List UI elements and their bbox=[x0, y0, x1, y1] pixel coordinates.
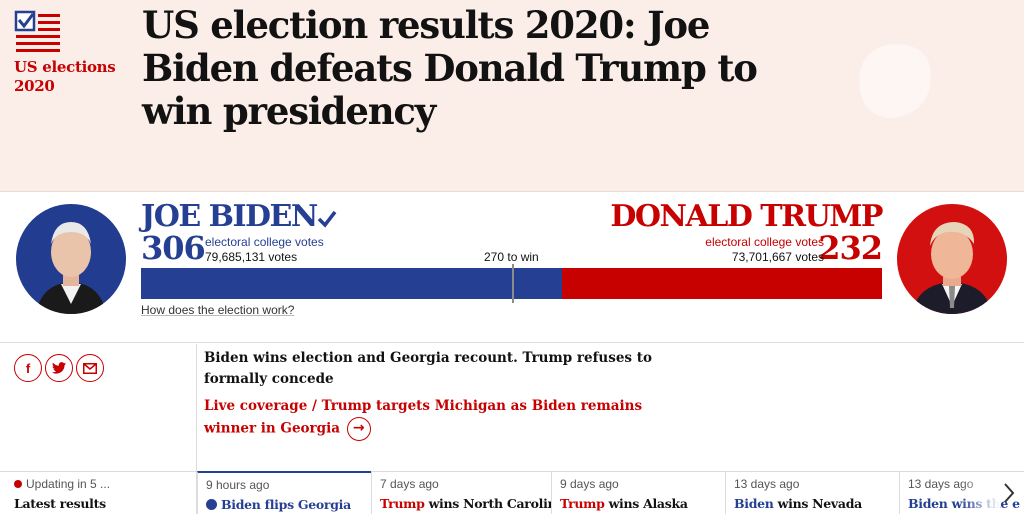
ticker-item-rest: wins Alaska bbox=[604, 496, 688, 511]
flip-dot-icon bbox=[206, 499, 217, 510]
ticker-status: Updating in 5 ... bbox=[14, 477, 197, 492]
biden-electoral-label: electoral college votes bbox=[205, 235, 324, 249]
ticker-label: Latest results bbox=[14, 496, 106, 511]
biden-name: JOE BIDEN bbox=[141, 200, 337, 234]
ticker-item[interactable]: 9 hours ago Biden flips Georgia bbox=[197, 471, 371, 514]
biden-name-text: JOE BIDEN bbox=[141, 199, 318, 234]
ticker-status-text: Updating in 5 ... bbox=[26, 477, 111, 491]
twitter-bird-icon bbox=[52, 362, 66, 374]
kicker-line-2: 2020 bbox=[14, 77, 55, 95]
column-divider bbox=[196, 344, 197, 514]
ticker-latest[interactable]: Updating in 5 ... Latest results bbox=[0, 472, 197, 514]
ticker-item-time: 9 hours ago bbox=[206, 478, 270, 492]
live-dot-icon bbox=[14, 480, 22, 488]
trump-name: DONALD TRUMP bbox=[610, 199, 883, 234]
ticker-item-title: Trump wins Alaska bbox=[560, 496, 725, 512]
biden-bar-segment bbox=[141, 268, 563, 299]
ticker-next-button[interactable] bbox=[1000, 478, 1018, 508]
facebook-icon: f bbox=[25, 360, 31, 376]
ticker-item[interactable]: 13 days ago Biden wins Nevada bbox=[725, 472, 899, 514]
live-coverage-text: Live coverage / Trump targets Michigan a… bbox=[204, 398, 643, 437]
envelope-icon bbox=[83, 362, 97, 374]
electoral-bar bbox=[141, 264, 882, 303]
ticker-item-time: 13 days ago bbox=[908, 477, 974, 491]
share-buttons: f bbox=[14, 354, 104, 382]
ticker-item-rest: wins Nevada bbox=[773, 496, 863, 511]
ticker-item[interactable]: 9 days ago Trump wins Alaska bbox=[551, 472, 725, 514]
news-summary: Biden wins election and Georgia recount.… bbox=[204, 348, 654, 441]
ticker-item-rest: wins North Carolina bbox=[424, 496, 551, 511]
results-panel: JOE BIDEN 306 electoral college votes 79… bbox=[0, 193, 1024, 343]
share-twitter-button[interactable] bbox=[45, 354, 73, 382]
ticker-item-party: Trump bbox=[560, 496, 605, 511]
threshold-marker bbox=[511, 264, 514, 303]
biden-electoral-votes: 306 bbox=[141, 229, 206, 267]
ticker-item-party: Trump bbox=[380, 496, 425, 511]
trump-electoral-label: electoral college votes bbox=[705, 235, 824, 249]
section-kicker[interactable]: US elections 2020 bbox=[14, 58, 124, 96]
live-coverage-link[interactable]: Live coverage / Trump targets Michigan a… bbox=[204, 396, 654, 441]
trump-electoral-votes: 232 bbox=[818, 229, 883, 267]
news-standfirst: Biden wins election and Georgia recount.… bbox=[204, 350, 652, 387]
ticker-item-title: Trump wins North Carolina bbox=[380, 496, 551, 512]
ticker-item-title: Biden flips Georgia bbox=[206, 497, 371, 513]
share-email-button[interactable] bbox=[76, 354, 104, 382]
threshold-label: 270 to win bbox=[484, 250, 539, 264]
ticker-fade bbox=[960, 472, 1000, 514]
article-header: US elections 2020 US election results 20… bbox=[0, 0, 1024, 192]
winner-check-icon bbox=[317, 210, 337, 228]
results-ticker: Updating in 5 ... Latest results 9 hours… bbox=[0, 471, 1024, 514]
ticker-item-time: 13 days ago bbox=[734, 477, 800, 491]
ticker-item-time: 7 days ago bbox=[380, 477, 439, 491]
ticker-item-time: 9 days ago bbox=[560, 477, 619, 491]
ticker-item-party: Biden bbox=[221, 497, 261, 512]
checkbox-flag-icon bbox=[14, 10, 60, 52]
ticker-item-rest: flips Georgia bbox=[260, 497, 352, 512]
ticker-item[interactable]: 7 days ago Trump wins North Carolina bbox=[371, 472, 551, 514]
trump-portrait-icon bbox=[912, 222, 992, 314]
arrow-right-icon[interactable]: → bbox=[346, 417, 371, 441]
how-election-works-link[interactable]: How does the election work? bbox=[141, 303, 295, 317]
ticker-item-party: Biden bbox=[734, 496, 774, 511]
trump-popular-votes: 73,701,667 votes bbox=[731, 250, 824, 264]
ticker-item-title: Biden wins Nevada bbox=[734, 496, 899, 512]
biden-avatar bbox=[16, 204, 126, 314]
trump-avatar bbox=[897, 204, 1007, 314]
decorative-map-graphic bbox=[859, 44, 931, 118]
kicker-line-1: US elections bbox=[14, 58, 116, 76]
share-facebook-button[interactable]: f bbox=[14, 354, 42, 382]
page-title: US election results 2020: Joe Biden defe… bbox=[142, 3, 758, 133]
biden-popular-votes: 79,685,131 votes bbox=[205, 250, 298, 264]
ticker-item-party: Biden bbox=[908, 496, 948, 511]
biden-portrait-icon bbox=[36, 222, 106, 314]
chevron-right-icon bbox=[1004, 483, 1015, 503]
